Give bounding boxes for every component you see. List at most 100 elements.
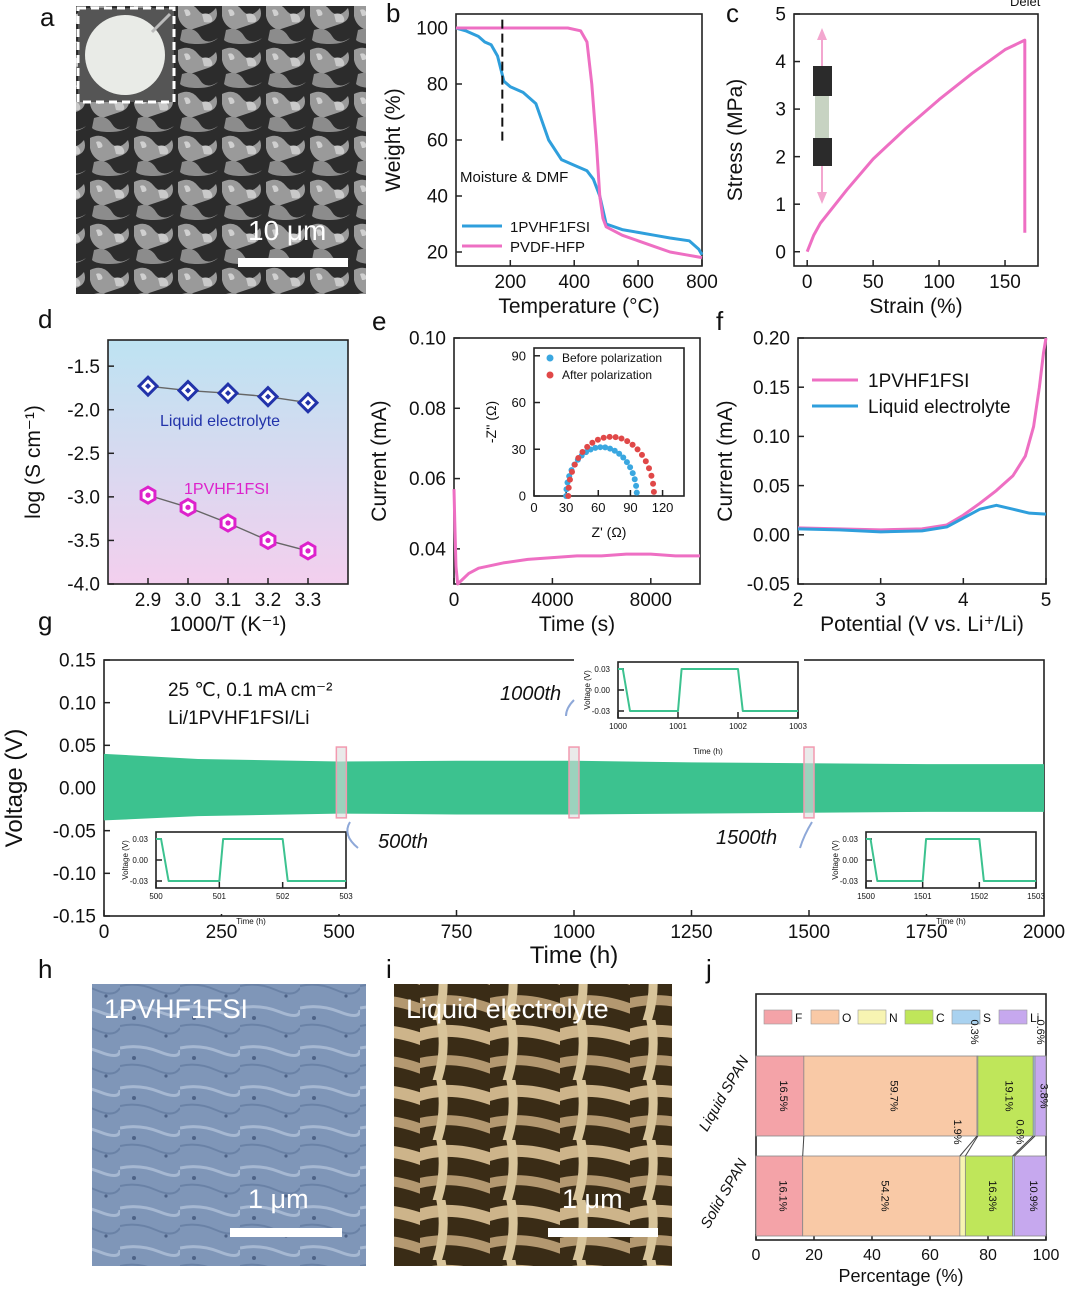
nyquist-point-1 <box>642 458 649 465</box>
inset-bg-1 <box>574 658 804 744</box>
y-axis-label: Voltage (V) <box>121 840 130 880</box>
y-tick-label: 60 <box>512 395 526 410</box>
panel-h: h 1PVHF1FSI 1 μm <box>38 954 366 1266</box>
legend-label-1: Liquid electrolyte <box>868 397 1011 418</box>
y-tick-label: 0.05 <box>59 736 96 757</box>
nyquist-point-1 <box>629 441 636 448</box>
y-tick-label: -0.15 <box>53 907 96 928</box>
bar-segment-1-N <box>959 1155 966 1237</box>
callout-arrow-0 <box>346 821 359 849</box>
nyquist-point-0 <box>597 444 604 451</box>
panel-letter-g: g <box>38 606 52 636</box>
data-point-core <box>145 383 151 390</box>
nyquist-point-0 <box>633 489 640 496</box>
panel-b: b 200 400 600 800 20 40 60 80 100 Temperature (°C… <box>382 0 718 318</box>
conditions-line-1: 25 ℃, 0.1 mA cm⁻² <box>168 680 332 701</box>
x-tick-label: 2 <box>793 590 804 611</box>
x-tick-label: 4000 <box>531 590 573 611</box>
plot-g-insets: 500 501 502 503 0.03 0.00 -0.03 Time (h) Voltage… <box>112 658 1045 926</box>
data-point-core <box>225 520 231 526</box>
legend-label-Li: Li <box>1030 1011 1039 1025</box>
nyquist-point-1 <box>575 454 582 461</box>
x-tick-label: 501 <box>213 892 227 901</box>
bar-segment-1-O <box>802 1155 961 1237</box>
x-axis-label: Percentage (%) <box>838 1266 963 1286</box>
nyquist-point-0 <box>607 445 614 452</box>
scale-bar-a <box>238 258 348 267</box>
callout-label-2: 1500th <box>716 827 777 849</box>
connector-line-3 <box>1012 1135 1034 1157</box>
x-axis-label: Time (h) <box>936 917 966 926</box>
segment-label-0-4: 0.6% <box>1034 1019 1046 1044</box>
y-tick-label: -0.05 <box>53 821 96 842</box>
y-tick-label: 2 <box>775 147 786 168</box>
y-tick-label: 40 <box>427 187 448 208</box>
nyquist-point-1 <box>565 493 572 499</box>
x-tick-label: 2.9 <box>135 590 161 611</box>
y-tick-label: -1.5 <box>67 357 100 378</box>
x-tick-label: 1750 <box>905 922 947 943</box>
panel-letter-i: i <box>386 954 392 984</box>
nyquist-point-1 <box>645 465 652 472</box>
x-tick-label: 100 <box>1033 1247 1060 1264</box>
y-tick-label: -3.5 <box>67 531 100 552</box>
x-tick-label: 150 <box>989 272 1021 293</box>
y-tick-label: 1 <box>775 195 786 216</box>
y-tick-label: 90 <box>512 348 526 363</box>
y-tick-label: -0.03 <box>840 877 859 886</box>
nyquist-point-0 <box>627 464 634 471</box>
data-point-core <box>185 387 191 394</box>
y-tick-label: -4.0 <box>67 575 100 596</box>
data-point-core <box>305 399 311 406</box>
y-tick-label: 0.20 <box>753 329 790 350</box>
callout-arrow-1 <box>565 699 575 717</box>
legend-label-0: 1PVHF1FSI <box>868 371 969 392</box>
x-axis-label: Strain (%) <box>869 295 962 318</box>
panel-letter-e: e <box>372 306 386 336</box>
panel-letter-d: d <box>38 304 52 334</box>
legend-swatch-S <box>951 1009 981 1025</box>
inset-legend-marker-0 <box>546 354 554 362</box>
nyquist-point-1 <box>571 461 578 468</box>
segment-label-1-2: 1.9% <box>951 1119 963 1144</box>
y-axis-label: Weight (%) <box>382 88 405 191</box>
nyquist-point-0 <box>620 454 627 461</box>
legend-swatch-Li <box>998 1009 1028 1025</box>
y-tick-label: -3.0 <box>67 488 100 509</box>
nyquist-point-1 <box>568 468 575 475</box>
nyquist-point-1 <box>648 472 655 479</box>
x-tick-label: 1001 <box>669 722 687 731</box>
segment-label-0-5: 3.8% <box>1037 1083 1049 1108</box>
nyquist-point-1 <box>565 484 572 491</box>
inset-legend-label-1: After polarization <box>562 368 652 382</box>
x-tick-label: 3.3 <box>295 590 321 611</box>
conditions-line-2: Li/1PVHF1FSI/Li <box>168 708 310 729</box>
x-tick-label: 500 <box>323 922 355 943</box>
nyquist-point-0 <box>629 470 636 477</box>
scale-label-i: 1 μm <box>562 1184 623 1214</box>
inset-legend-label-0: Before polarization <box>562 351 662 365</box>
data-point-core <box>185 504 191 510</box>
x-tick-label: 5 <box>1041 590 1052 611</box>
x-tick-label: 1500 <box>788 922 830 943</box>
nyquist-point-1 <box>650 488 657 495</box>
legend-swatch-N <box>857 1009 887 1025</box>
y-axis-label: Current (mA) <box>714 400 737 521</box>
plot-g: 0 250 500 750 1000 1250 1500 1750 2000 -0.15 -0.10… <box>1 651 1065 969</box>
x-tick-label: 60 <box>591 500 605 515</box>
inset-legend-marker-1 <box>546 371 554 379</box>
inset-bg-2 <box>822 828 1042 914</box>
y-axis-label: Voltage (V) <box>583 670 592 710</box>
y-tick-label: 0.04 <box>409 540 446 561</box>
legend-label-F: F <box>795 1011 802 1025</box>
x-tick-label: 0 <box>449 590 460 611</box>
inset-voltage-line-1 <box>618 668 798 712</box>
legend-label-C: C <box>936 1011 945 1025</box>
y-tick-label: 0.08 <box>409 399 446 420</box>
sem-image-h <box>92 984 366 1266</box>
scale-bar-h <box>230 1228 342 1237</box>
x-tick-label: 500 <box>149 892 163 901</box>
y-axis-label: log (S cm⁻¹) <box>22 405 45 519</box>
lsv-line-0 <box>797 337 1048 532</box>
segment-label-0-2: 0.3% <box>968 1019 980 1044</box>
